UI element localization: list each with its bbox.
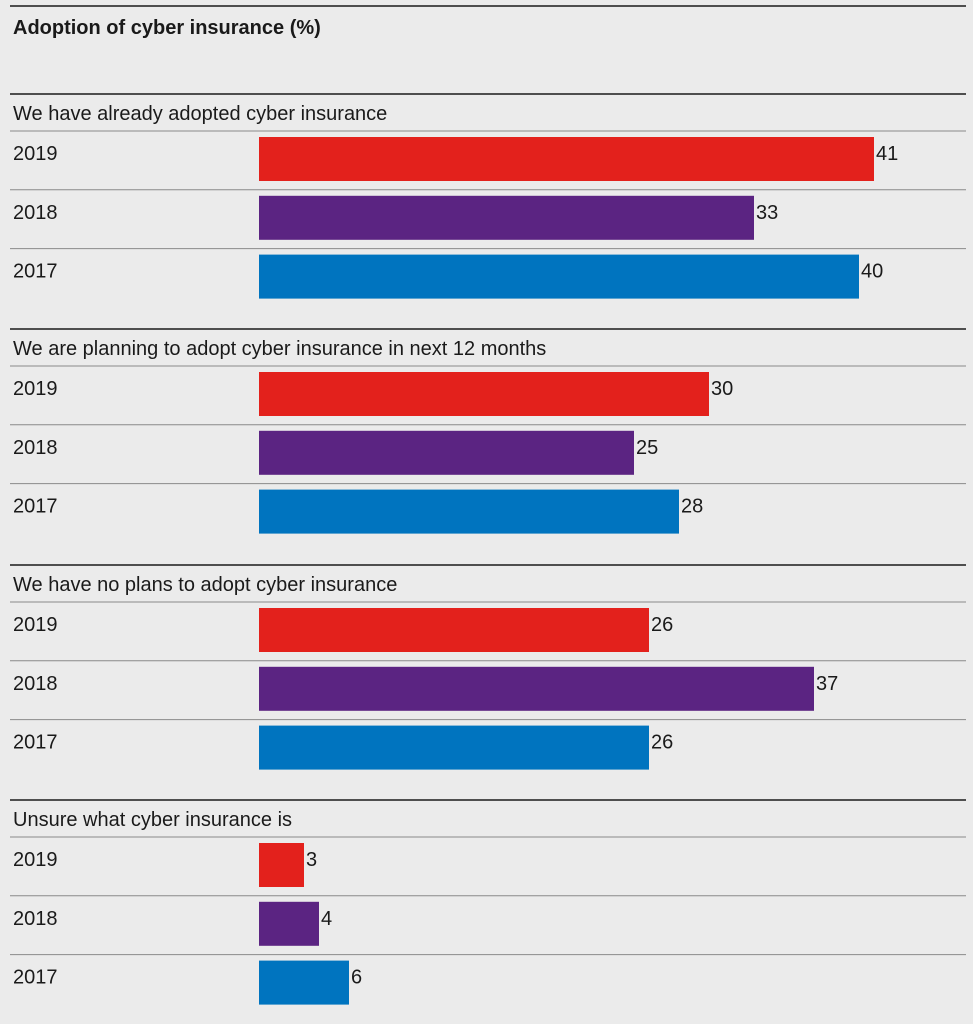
section-label: We have already adopted cyber insurance (13, 103, 387, 125)
value-label: 6 (351, 967, 362, 989)
bar-2019 (259, 372, 709, 416)
value-label: 3 (306, 849, 317, 871)
value-label: 30 (711, 378, 733, 400)
year-label: 2018 (13, 437, 58, 459)
value-label: 26 (651, 614, 673, 636)
year-label: 2017 (13, 967, 58, 989)
bar-2018 (259, 430, 634, 475)
value-label: 4 (321, 908, 332, 930)
year-label: 2017 (13, 732, 58, 754)
value-label: 40 (861, 261, 883, 283)
section-label: Unsure what cyber insurance is (13, 809, 292, 831)
section-label: We have no plans to adopt cyber insuranc… (13, 574, 397, 596)
year-label: 2018 (13, 908, 58, 930)
value-label: 25 (636, 437, 658, 459)
year-label: 2017 (13, 261, 58, 283)
value-label: 37 (816, 673, 838, 695)
bar-2017 (259, 960, 349, 1005)
year-label: 2019 (13, 378, 58, 400)
bar-2019 (259, 137, 874, 181)
value-label: 28 (681, 496, 703, 518)
value-label: 41 (876, 143, 898, 165)
section-label: We are planning to adopt cyber insurance… (13, 338, 546, 360)
chart-title: Adoption of cyber insurance (%) (13, 17, 321, 39)
bar-2017 (259, 254, 859, 299)
year-label: 2019 (13, 614, 58, 636)
bar-groups: We have already adopted cyber insurance 2… (10, 93, 966, 1005)
year-label: 2019 (13, 849, 58, 871)
bar-2018 (259, 195, 754, 240)
value-label: 26 (651, 732, 673, 754)
value-label: 33 (756, 202, 778, 224)
year-label: 2018 (13, 202, 58, 224)
year-label: 2017 (13, 496, 58, 518)
bar-2017 (259, 725, 649, 770)
year-label: 2019 (13, 143, 58, 165)
bar-2017 (259, 489, 679, 534)
bar-2019 (259, 843, 304, 887)
bar-2018 (259, 901, 319, 946)
bar-2019 (259, 608, 649, 652)
year-label: 2018 (13, 673, 58, 695)
bar-2018 (259, 666, 814, 711)
